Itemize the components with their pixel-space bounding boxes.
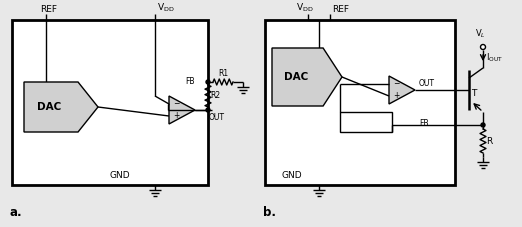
Text: REF: REF — [40, 5, 57, 14]
Polygon shape — [169, 96, 195, 124]
Polygon shape — [24, 82, 98, 132]
Text: GND: GND — [110, 170, 130, 180]
Text: FB: FB — [185, 76, 195, 86]
Polygon shape — [389, 76, 415, 104]
Bar — [265, 20, 455, 185]
Circle shape — [480, 44, 485, 49]
Text: I$_{\mathregular{OUT}}$: I$_{\mathregular{OUT}}$ — [486, 52, 503, 64]
Text: V$_{\mathregular{DD}}$: V$_{\mathregular{DD}}$ — [157, 2, 174, 14]
Text: DAC: DAC — [283, 72, 308, 82]
Text: V$_L$: V$_L$ — [474, 27, 485, 40]
Text: +: + — [393, 91, 399, 100]
Text: T: T — [471, 89, 477, 99]
Text: V$_{\mathregular{DD}}$: V$_{\mathregular{DD}}$ — [296, 2, 314, 14]
Bar — [340, 112, 392, 132]
Text: R2: R2 — [210, 91, 220, 101]
Text: FB: FB — [419, 119, 429, 128]
Text: DAC: DAC — [37, 102, 61, 112]
Text: −: − — [393, 80, 399, 89]
Text: R: R — [486, 136, 492, 146]
Text: −: − — [173, 100, 180, 109]
Text: OUT: OUT — [419, 79, 435, 88]
Bar — [12, 20, 208, 185]
Text: OUT: OUT — [209, 113, 225, 122]
Circle shape — [481, 123, 485, 127]
Circle shape — [206, 80, 210, 84]
Text: REF: REF — [332, 5, 349, 14]
Circle shape — [206, 108, 210, 112]
Text: R1: R1 — [218, 69, 228, 78]
Text: a.: a. — [10, 206, 22, 219]
Text: GND: GND — [281, 170, 302, 180]
Polygon shape — [272, 48, 342, 106]
Text: +: + — [173, 111, 180, 120]
Text: b.: b. — [263, 206, 276, 219]
